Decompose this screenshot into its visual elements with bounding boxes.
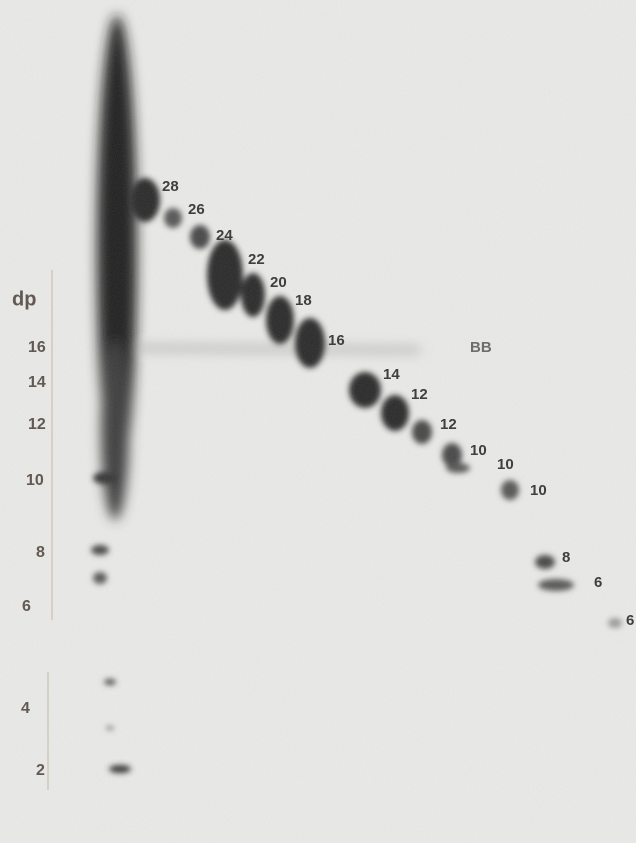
gel-image: dp 16 14 12 10 8 6 4 2 28 26 24 22 20 18… bbox=[0, 0, 636, 843]
grain bbox=[0, 0, 636, 843]
